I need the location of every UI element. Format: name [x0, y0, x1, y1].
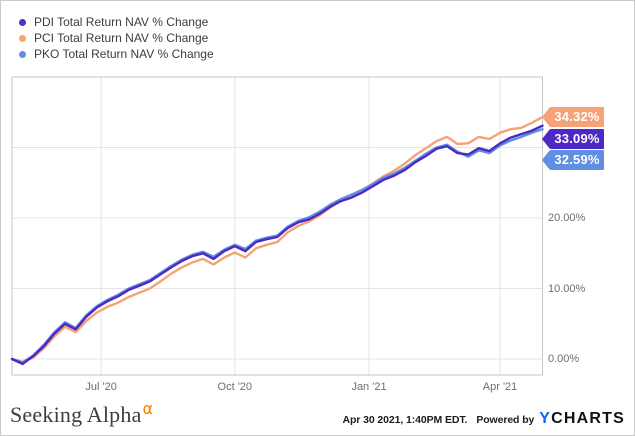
legend-label: PKO Total Return NAV % Change	[34, 47, 214, 61]
chart-attribution: Apr 30 2021, 1:40PM EDT. Powered by YCHA…	[342, 410, 625, 428]
legend-item: PCI Total Return NAV % Change	[19, 30, 214, 46]
end-value-flag: 34.32%	[542, 107, 604, 128]
series-line	[10, 115, 544, 363]
series-line	[10, 124, 544, 366]
legend-dot-icon	[19, 18, 26, 26]
legend-item: PDI Total Return NAV % Change	[19, 14, 214, 30]
x-axis-tick-label: Apr '21	[482, 381, 518, 393]
y-axis-tick-label: 0.00%	[548, 353, 580, 365]
alpha-glyph: α	[142, 399, 154, 418]
series-line	[10, 127, 544, 364]
flag-pointer	[542, 128, 550, 149]
flag-pointer	[542, 107, 550, 128]
y-axis-tick-label: 10.00%	[548, 282, 586, 295]
ycharts-logo[interactable]: YCHARTS	[539, 410, 625, 428]
x-axis-tick-label: Oct '20	[217, 381, 253, 393]
x-axis-tick-label: Jan '21	[351, 381, 387, 393]
y-axis-tick-label: 20.00%	[548, 212, 586, 224]
flag-pointer	[542, 150, 550, 171]
legend-label: PCI Total Return NAV % Change	[34, 31, 209, 45]
legend-item: PKO Total Return NAV % Change	[19, 46, 214, 62]
ycharts-logo-charts: CHARTS	[551, 410, 625, 427]
seekingalpha-logo-text: Seeking Alpha	[10, 402, 142, 427]
legend-dot-icon	[19, 34, 26, 42]
end-value-flag: 33.09%	[542, 128, 604, 149]
ycharts-logo-y: Y	[539, 410, 552, 427]
powered-by-label: Powered by	[476, 414, 535, 426]
plot-border	[11, 76, 543, 376]
end-value-flag: 32.59%	[542, 150, 604, 171]
legend-dot-icon	[19, 50, 26, 58]
chart-timestamp: Apr 30 2021, 1:40PM EDT.	[342, 414, 468, 426]
legend-label: PDI Total Return NAV % Change	[34, 15, 209, 29]
x-axis-tick-label: Jul '20	[85, 381, 117, 393]
legend: PDI Total Return NAV % Change PCI Total R…	[19, 14, 214, 62]
seekingalpha-logo[interactable]: Seeking Alphaα	[10, 399, 154, 428]
